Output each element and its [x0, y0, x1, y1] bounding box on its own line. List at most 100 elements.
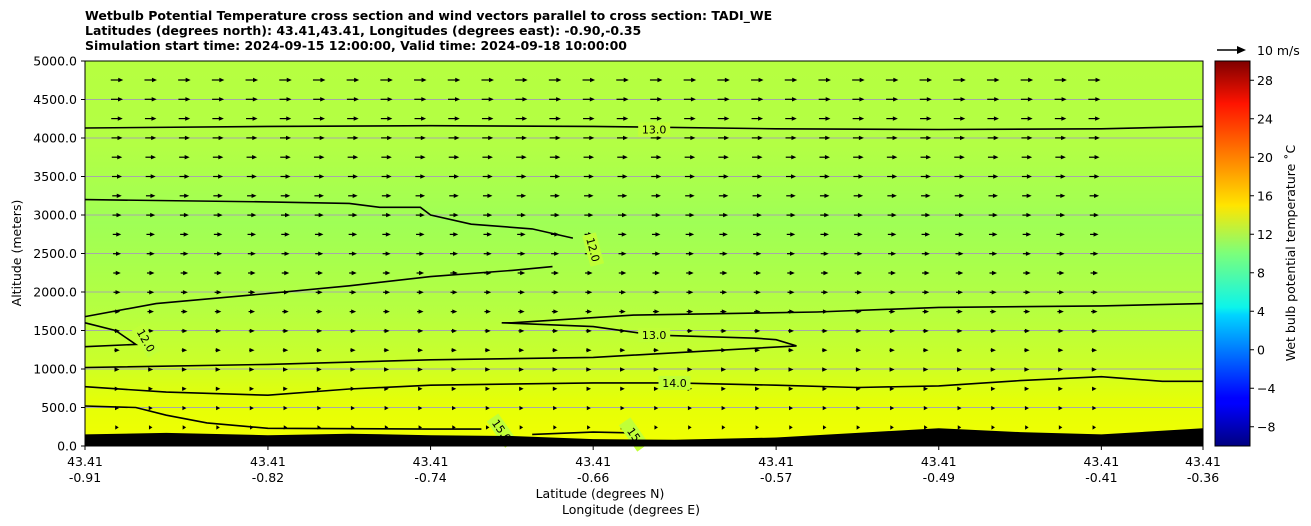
wind-vector	[144, 97, 157, 102]
wind-vector	[955, 251, 964, 256]
wind-vector	[821, 290, 829, 295]
wind-vector	[820, 212, 830, 218]
wind-vector	[350, 348, 356, 353]
wind-vector	[889, 348, 895, 353]
wind-vector	[585, 328, 592, 334]
wind-vector	[586, 405, 591, 411]
wind-vector	[616, 135, 629, 141]
wind-vector	[1058, 425, 1063, 430]
wind-vector	[1089, 212, 1099, 218]
wind-vector	[515, 135, 527, 141]
wind-vector	[1024, 405, 1029, 411]
x-axis-label-longitude: Longitude (degrees E)	[562, 502, 700, 517]
wind-vector	[179, 193, 190, 198]
wind-vector	[214, 270, 222, 276]
wind-vector	[145, 155, 156, 160]
wind-vector	[752, 174, 763, 179]
wind-vector	[1021, 174, 1032, 179]
wind-vector	[519, 405, 524, 411]
wind-vector	[1022, 232, 1032, 237]
wind-vector	[484, 309, 491, 314]
wind-vector	[215, 328, 222, 334]
wind-vector	[383, 309, 390, 314]
wind-vector	[282, 309, 289, 314]
wind-vector	[283, 386, 288, 391]
x-tick-label-lat: 43.41	[250, 454, 286, 469]
wind-vector	[1056, 212, 1066, 218]
wind-vector	[316, 386, 322, 391]
wind-vector	[953, 97, 966, 102]
colorbar-tick-label: 24	[1257, 111, 1273, 126]
wind-vector	[417, 367, 423, 372]
wind-vector	[247, 232, 257, 237]
wind-vector	[213, 232, 223, 237]
x-tick-label-lon: -0.57	[760, 470, 792, 485]
wind-vector	[414, 77, 427, 83]
wind-vector	[1091, 367, 1097, 372]
wind-vector	[418, 405, 423, 411]
wind-vector	[279, 135, 292, 141]
wind-key: 10 m/s	[1217, 43, 1300, 58]
wind-vector	[182, 386, 187, 391]
wind-vector	[112, 232, 122, 237]
wind-vector	[283, 405, 288, 411]
wind-vector	[519, 386, 524, 391]
wind-vector	[313, 155, 325, 160]
wind-vector	[115, 425, 119, 430]
x-axis-label-latitude: Latitude (degrees N)	[536, 486, 665, 501]
wind-vector	[1090, 270, 1099, 276]
wind-vector	[349, 309, 357, 314]
wind-vector	[953, 116, 966, 121]
wind-vector	[212, 155, 224, 160]
wind-vector	[215, 348, 221, 353]
wind-vector	[956, 309, 963, 314]
wind-vector	[246, 174, 257, 179]
wind-vector	[1055, 155, 1066, 160]
wind-vector	[416, 232, 425, 237]
wind-vector	[751, 97, 764, 102]
contour-line	[84, 124, 1204, 131]
wind-vector	[990, 348, 996, 353]
contour-line	[532, 431, 634, 436]
wind-vector	[583, 174, 594, 179]
wind-vector	[788, 386, 794, 391]
wind-vector	[180, 251, 189, 256]
wind-vector	[1056, 270, 1065, 276]
wind-vector	[1055, 174, 1066, 179]
colorbar-tick-label: 16	[1257, 188, 1273, 203]
chart-title-line-2: Latitudes (degrees north): 43.41,43.41, …	[85, 23, 642, 38]
wind-vector	[315, 251, 324, 256]
wind-key-label: 10 m/s	[1257, 43, 1300, 58]
wind-vector	[886, 97, 899, 102]
wind-vector	[988, 232, 998, 237]
wind-vector	[886, 155, 898, 160]
wind-vector	[652, 251, 661, 256]
wind-vector	[246, 135, 258, 141]
wind-vector	[617, 174, 628, 179]
wind-vector	[989, 270, 997, 276]
wind-vector	[853, 212, 863, 218]
wind-vector	[854, 290, 862, 295]
wind-vector	[687, 405, 692, 411]
wind-vector	[652, 270, 660, 276]
wind-vector	[216, 405, 221, 411]
wind-vector	[348, 251, 357, 256]
contour-lines: 13.012.012.0 13.014.015.0 15	[84, 122, 1204, 452]
wind-vector	[991, 425, 995, 430]
wind-vector	[752, 193, 763, 198]
wind-vector	[721, 367, 727, 372]
y-tick-label: 2000.0	[33, 285, 77, 300]
y-axis: 0.0 500.0 1000.0 1500.0 2000.0 2500.0 3000.0 35…	[33, 54, 85, 454]
colorbar	[1214, 60, 1251, 447]
wind-vector	[888, 290, 896, 295]
wind-vector	[718, 135, 730, 141]
colorbar-tick-label: −4	[1257, 381, 1275, 396]
wind-vector	[685, 251, 694, 256]
x-tick-label-lon: -0.74	[414, 470, 446, 485]
wind-vector	[1057, 290, 1065, 295]
wind-vector	[382, 212, 392, 218]
wind-vector	[481, 116, 494, 121]
wind-vector	[552, 328, 559, 334]
wind-vector	[449, 232, 459, 237]
wind-vector	[1024, 386, 1030, 391]
